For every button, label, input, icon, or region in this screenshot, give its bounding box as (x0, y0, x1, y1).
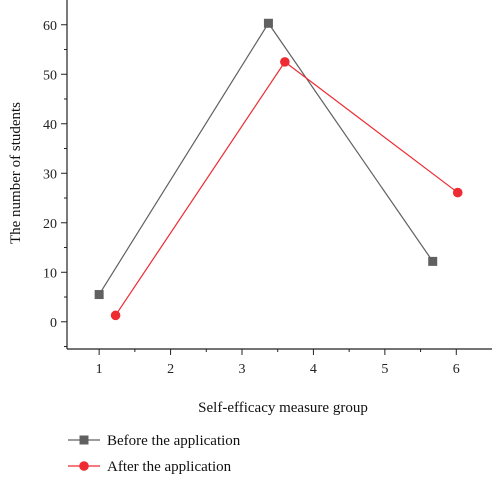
x-tick-label: 6 (453, 362, 460, 377)
x-tick-label: 4 (310, 362, 317, 377)
legend-marker (79, 435, 89, 445)
data-point (428, 256, 438, 266)
y-tick-label: 10 (43, 266, 57, 281)
axes: 0 10 20 30 40 50 60 1 2 3 4 5 6 (43, 0, 492, 377)
x-tick-label: 1 (96, 362, 103, 377)
data-point (94, 290, 104, 300)
data-point (452, 187, 463, 198)
series-layer (94, 18, 463, 321)
y-tick-label: 20 (43, 217, 57, 232)
y-tick-label: 40 (43, 118, 57, 133)
data-point (110, 310, 121, 321)
series-1 (94, 18, 438, 300)
y-axis-title: The number of students (8, 102, 24, 244)
legend-item: After the application (68, 459, 232, 475)
y-tick-label: 0 (50, 316, 57, 331)
y-tick-label: 60 (43, 19, 57, 34)
x-tick-label: 5 (381, 362, 388, 377)
series-line (115, 61, 459, 316)
legend-marker (79, 461, 89, 471)
series-line (98, 22, 434, 295)
legend: Before the application After the applicat… (68, 433, 241, 475)
y-tick-label: 50 (43, 68, 57, 83)
legend-label: After the application (107, 459, 232, 475)
series-2 (110, 57, 463, 321)
data-point (263, 18, 273, 28)
y-tick-label: 30 (43, 167, 57, 182)
data-point (280, 57, 290, 67)
legend-label: Before the application (107, 433, 241, 449)
x-tick-label: 3 (239, 362, 246, 377)
x-tick-label: 2 (167, 362, 174, 377)
legend-item: Before the application (68, 433, 241, 449)
x-axis-title: Self-efficacy measure group (198, 400, 368, 416)
